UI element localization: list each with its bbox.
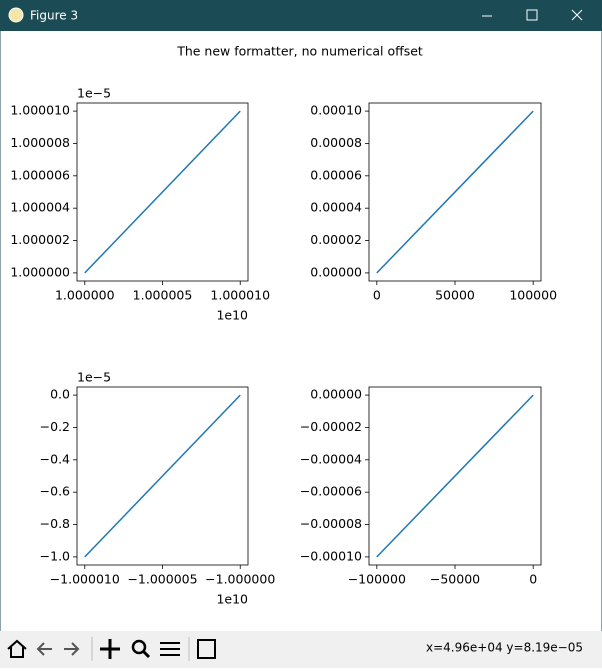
y-offset-label: 1e−5 <box>77 86 111 101</box>
x-tick-label: 50000 <box>435 288 475 303</box>
y-tick-label: −0.00004 <box>300 451 362 466</box>
save-button[interactable] <box>197 639 216 659</box>
x-tick-label: 100000 <box>509 288 557 303</box>
y-tick-label: 0.00002 <box>310 232 362 247</box>
data-line <box>84 110 241 274</box>
x-tick-label: −1.000010 <box>50 572 120 587</box>
window-title: Figure 3 <box>30 9 78 23</box>
x-tick-label: −1.000000 <box>205 572 275 587</box>
back-button[interactable] <box>36 642 52 656</box>
y-tick-label: 1.000010 <box>10 103 70 118</box>
y-tick-label: 0.00000 <box>310 387 362 402</box>
x-tick-label: −100000 <box>348 572 406 587</box>
y-tick-label: 1.000008 <box>10 135 70 150</box>
y-tick-label: 1.000002 <box>10 232 70 247</box>
y-tick-label: 1.000000 <box>10 264 70 279</box>
forward-button[interactable] <box>64 642 80 656</box>
app-icon <box>8 7 24 23</box>
status-text: x=4.96e+04 y=8.19e−05 <box>426 641 583 655</box>
close-button[interactable] <box>571 9 583 21</box>
x-offset-label: 1e10 <box>216 592 248 607</box>
y-tick-label: −0.8 <box>40 516 70 531</box>
y-tick-label: −0.00006 <box>300 484 362 499</box>
y-offset-label: 1e−5 <box>77 370 111 385</box>
x-tick-label: 1.000005 <box>133 288 193 303</box>
y-tick-label: 0.00008 <box>310 135 362 150</box>
y-tick-label: 1.000004 <box>10 200 70 215</box>
y-tick-label: 0.00004 <box>310 200 362 215</box>
y-tick-label: 0.00000 <box>310 264 362 279</box>
y-tick-label: −0.2 <box>40 419 70 434</box>
x-tick-label: −1.000005 <box>127 572 197 587</box>
x-tick-label: 0 <box>373 288 381 303</box>
y-tick-label: −0.00008 <box>300 516 362 531</box>
y-tick-label: −0.00010 <box>300 548 362 563</box>
zoom-handle <box>141 649 151 659</box>
y-tick-label: 0.0 <box>50 387 70 402</box>
pan-button[interactable] <box>100 639 120 659</box>
x-offset-label: 1e10 <box>216 308 248 323</box>
zoom-button[interactable] <box>131 639 147 655</box>
suptitle: The new formatter, no numerical offset <box>176 44 423 59</box>
title-bar <box>0 0 602 31</box>
maximize-button[interactable] <box>526 9 538 21</box>
configure-button[interactable] <box>160 642 180 656</box>
x-tick-label: −50000 <box>430 572 480 587</box>
y-tick-label: −0.4 <box>40 451 70 466</box>
y-tick-label: 0.00010 <box>310 103 362 118</box>
data-line <box>84 394 241 558</box>
data-line <box>376 110 534 274</box>
home-button[interactable] <box>7 639 27 658</box>
y-tick-label: 0.00006 <box>310 167 362 182</box>
data-line <box>376 394 534 558</box>
y-tick-label: −1.0 <box>40 548 70 563</box>
x-tick-label: 1.000000 <box>55 288 115 303</box>
y-tick-label: −0.6 <box>40 484 70 499</box>
y-tick-label: −0.00002 <box>300 419 362 434</box>
x-tick-label: 0 <box>529 572 537 587</box>
y-tick-label: 1.000006 <box>10 167 70 182</box>
x-tick-label: 1.000010 <box>210 288 270 303</box>
